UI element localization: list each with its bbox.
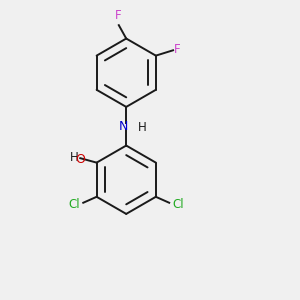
Text: N: N bbox=[119, 120, 128, 133]
Text: Cl: Cl bbox=[172, 198, 184, 211]
Text: H: H bbox=[137, 121, 146, 134]
Text: H: H bbox=[69, 151, 78, 164]
Text: F: F bbox=[115, 9, 121, 22]
Text: F: F bbox=[174, 43, 181, 56]
Text: Cl: Cl bbox=[69, 198, 80, 211]
Text: O: O bbox=[76, 153, 85, 166]
